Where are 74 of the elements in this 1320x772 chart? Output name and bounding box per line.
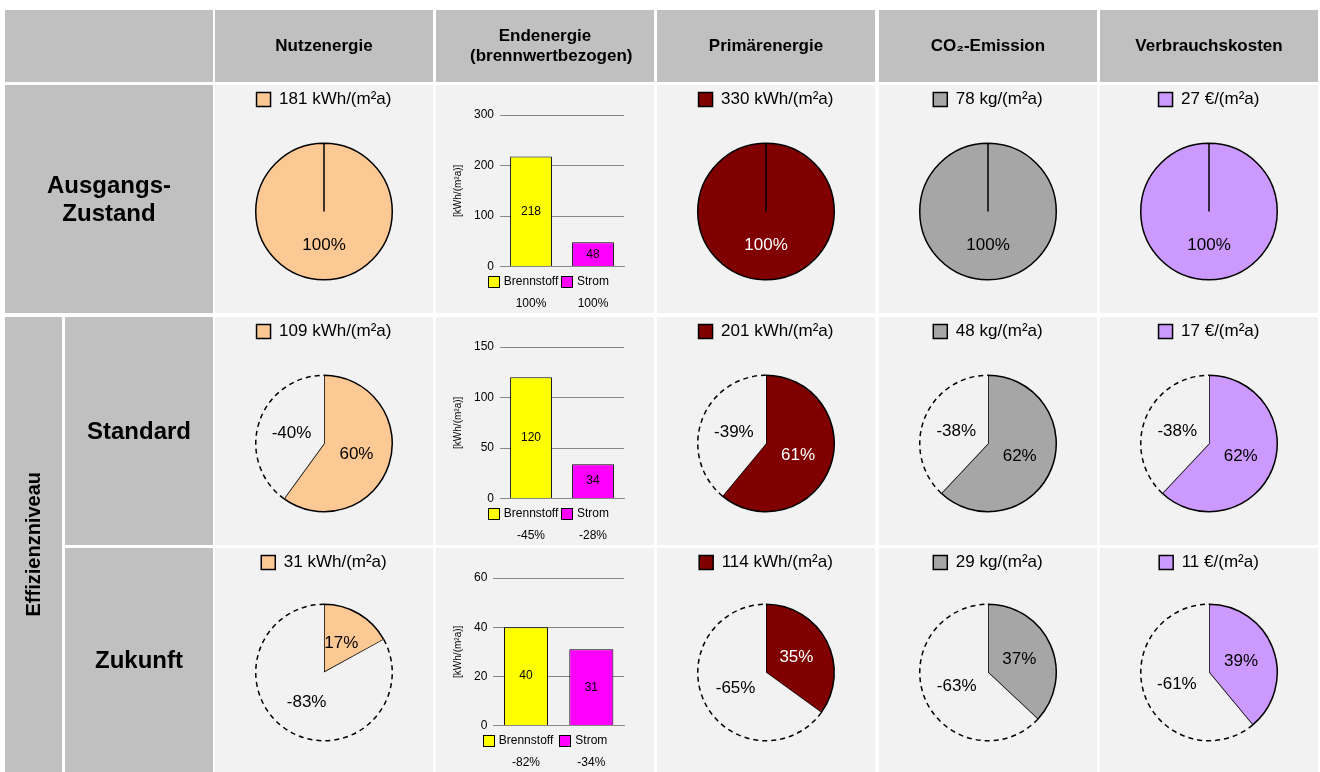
text: Ausgangs-Zustand (46, 171, 172, 227)
text: -39% (714, 421, 754, 441)
legend-label: 17 €/(m²a) (1181, 321, 1260, 341)
y-tick-label: 100 (473, 208, 495, 223)
legend-label: 29 kg/(m²a) (955, 552, 1043, 572)
x-tick-label: Brennstoff (503, 274, 559, 289)
text: Zukunft (95, 646, 183, 674)
legend-label: 78 kg/(m²a) (955, 89, 1043, 109)
text: -65% (715, 677, 756, 697)
y-tick-label: 0 (487, 258, 495, 273)
y-tick-label: 0 (487, 490, 495, 505)
x-tick-label: Strom (575, 733, 608, 748)
text: Effizienzniveau (22, 472, 45, 617)
x-tick-label: Brennstoff (498, 733, 554, 748)
text: Verbrauchskosten (1135, 36, 1283, 56)
legend-label: 181 kWh/(m²a) (279, 89, 392, 109)
data-label: 120 (521, 430, 542, 445)
text: Nutzenergie (275, 36, 373, 56)
legend-label: 114 kWh/(m²a) (721, 552, 833, 572)
y-tick-label: 150 (473, 339, 495, 354)
text: -34% (577, 755, 606, 769)
x-tick-label: Strom (577, 506, 610, 521)
y-axis-title: [kWh/(m²a)] (451, 625, 463, 678)
data-label: 39% (1224, 650, 1259, 670)
y-tick-label: 300 (473, 107, 495, 122)
text: -28% (579, 528, 608, 542)
data-label: 48 (586, 246, 600, 261)
y-tick-label: 0 (480, 717, 488, 732)
legend-label: 31 kWh/(m²a) (283, 552, 387, 572)
text: Standard (86, 417, 191, 445)
data-label: 35% (779, 646, 814, 666)
x-tick-label: Brennstoff (503, 506, 559, 521)
data-label: 100% (1187, 235, 1231, 255)
data-label: 100% (302, 235, 346, 255)
y-tick-label: 60 (473, 570, 488, 585)
y-tick-label: 100 (473, 389, 495, 404)
y-tick-label: 20 (473, 668, 488, 683)
text: -38% (936, 420, 977, 440)
data-label: 34 (586, 473, 600, 488)
y-tick-label: 200 (473, 157, 495, 172)
data-label: 31 (584, 679, 599, 694)
text: Primärenergie (708, 36, 824, 56)
data-label: 17% (324, 632, 359, 652)
text: -83% (286, 691, 327, 711)
y-tick-label: 40 (473, 619, 488, 634)
text: Endenergie (brennwertbezogen) (470, 26, 633, 66)
text: -40% (271, 422, 312, 442)
x-tick-label: Strom (577, 274, 610, 289)
data-label: 37% (1002, 648, 1037, 668)
text: -63% (936, 675, 977, 695)
y-axis-title: [kWh/(m²a)] (451, 164, 463, 217)
data-label: 218 (521, 203, 542, 218)
legend-label: 27 €/(m²a) (1181, 89, 1260, 109)
data-label: 61% (781, 444, 816, 464)
data-label: 100% (744, 235, 788, 255)
legend-label: 330 kWh/(m²a) (721, 89, 834, 109)
data-label: 62% (1223, 445, 1258, 465)
text: CO₂-Emission (930, 36, 1046, 56)
text: -61% (1157, 673, 1197, 693)
data-label: 40 (519, 668, 533, 683)
data-label: 60% (339, 443, 374, 463)
y-axis-title: [kWh/(m²a)] (451, 396, 463, 449)
legend-label: 48 kg/(m²a) (955, 321, 1043, 341)
y-tick-label: 50 (480, 440, 495, 455)
legend-label: 109 kWh/(m²a) (279, 321, 392, 341)
legend-label: 201 kWh/(m²a) (721, 321, 834, 341)
data-label: 100% (966, 235, 1010, 255)
text: -38% (1157, 420, 1198, 440)
data-label: 62% (1002, 445, 1037, 465)
legend-label: 11 €/(m²a) (1181, 552, 1259, 572)
text: -45% (517, 528, 546, 542)
text: 100% (577, 296, 609, 310)
text: 100% (515, 296, 547, 310)
text: -82% (512, 755, 541, 769)
